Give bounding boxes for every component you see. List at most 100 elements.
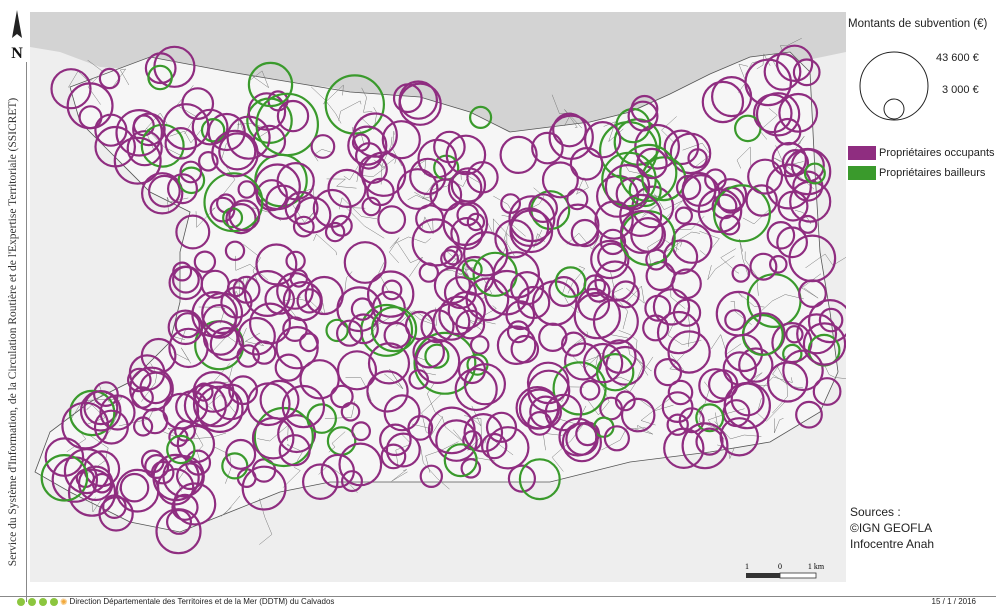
circle-occupants xyxy=(396,168,439,210)
circle-occupants xyxy=(171,265,200,294)
circle-occupants xyxy=(67,468,117,517)
circle-occupants xyxy=(380,443,407,470)
circle-occupants xyxy=(463,363,506,406)
circle-occupants xyxy=(531,131,564,165)
circle-occupants xyxy=(115,109,164,157)
commune-boundary xyxy=(562,278,579,314)
side-credit-text: Service du Système d'Information, de la … xyxy=(7,97,19,567)
commune-boundary xyxy=(467,417,482,451)
circle-occupants xyxy=(619,210,664,255)
circle-occupants xyxy=(299,332,319,353)
circle-occupants xyxy=(507,464,536,493)
circle-bailleurs xyxy=(619,143,678,202)
circle-occupants xyxy=(99,394,136,431)
circle-occupants xyxy=(599,228,627,256)
circle-occupants xyxy=(499,135,538,174)
circle-occupants xyxy=(672,298,702,327)
circle-bailleurs xyxy=(221,452,249,480)
circle-occupants xyxy=(506,320,530,344)
circle-occupants xyxy=(301,463,339,501)
circle-occupants xyxy=(592,298,639,345)
circle-occupants xyxy=(653,358,683,387)
circle-occupants xyxy=(179,160,203,184)
circle-occupants xyxy=(361,196,382,217)
circle-occupants xyxy=(687,148,708,169)
north-label: N xyxy=(11,45,23,62)
circle-occupants xyxy=(433,266,471,305)
scale-label-mid: 0 xyxy=(778,562,782,571)
circle-occupants xyxy=(132,416,154,437)
circle-occupants xyxy=(634,123,680,170)
circle-occupants xyxy=(299,359,340,400)
circle-occupants xyxy=(812,377,842,406)
circle-bailleurs xyxy=(306,403,337,434)
commune-boundary xyxy=(526,187,545,211)
circle-occupants xyxy=(656,310,701,355)
commune-boundary xyxy=(193,420,227,439)
commune-boundary xyxy=(394,236,431,244)
sun-logo-icon: ✺ xyxy=(60,597,68,607)
circle-occupants xyxy=(404,310,435,341)
circle-occupants xyxy=(749,252,778,281)
circle-bailleurs xyxy=(695,403,725,433)
circle-occupants xyxy=(456,203,480,227)
commune-boundary xyxy=(360,107,378,131)
circle-occupants xyxy=(681,422,729,470)
commune-boundary xyxy=(221,143,236,195)
circle-occupants xyxy=(255,243,298,286)
commune-boundary xyxy=(397,243,424,277)
map-canvas[interactable] xyxy=(30,12,853,582)
circle-occupants xyxy=(710,75,753,118)
commune-boundary xyxy=(641,203,659,218)
commune-boundary xyxy=(220,495,241,517)
commune-boundary xyxy=(601,427,646,451)
circle-occupants xyxy=(224,240,246,261)
circle-occupants xyxy=(594,200,634,240)
circle-occupants xyxy=(127,367,152,393)
commune-boundary xyxy=(173,347,192,364)
commune-boundary xyxy=(345,377,372,402)
circle-occupants xyxy=(167,309,204,346)
commune-boundary xyxy=(395,433,412,467)
circle-occupants xyxy=(481,432,508,460)
logo-dot-icon xyxy=(17,598,25,606)
commune-boundary xyxy=(259,498,273,545)
circle-occupants xyxy=(275,326,319,370)
commune-boundary xyxy=(475,305,497,325)
circle-occupants xyxy=(409,157,447,196)
circle-occupants xyxy=(167,173,199,205)
circle-occupants xyxy=(636,147,668,180)
commune-boundary xyxy=(384,368,404,389)
circle-occupants xyxy=(251,340,277,365)
circle-occupants xyxy=(438,295,478,336)
circle-occupants xyxy=(630,216,666,253)
circle-occupants xyxy=(225,438,257,470)
commune-boundary xyxy=(611,287,628,330)
commune-boundary xyxy=(409,159,427,175)
subsidy-circles xyxy=(40,44,853,555)
circle-occupants xyxy=(435,419,478,462)
legend-size-max-label: 43 600 € xyxy=(936,52,979,64)
commune-boundary xyxy=(388,237,400,264)
commune-boundary xyxy=(698,381,710,415)
circle-occupants xyxy=(662,239,699,275)
circle-occupants xyxy=(276,272,314,310)
circle-occupants xyxy=(379,423,412,457)
circle-occupants xyxy=(348,313,379,345)
circle-occupants xyxy=(265,184,301,220)
commune-boundary xyxy=(313,233,337,256)
circle-occupants xyxy=(584,120,622,159)
circle-occupants xyxy=(155,508,202,555)
circle-occupants xyxy=(91,472,113,494)
circle-occupants xyxy=(251,416,295,460)
commune-boundary xyxy=(761,294,804,311)
circle-bailleurs xyxy=(413,331,477,395)
circle-occupants xyxy=(768,255,788,274)
circle-occupants xyxy=(527,369,571,413)
circle-occupants xyxy=(276,99,310,133)
circle-occupants xyxy=(427,406,476,455)
commune-boundary xyxy=(484,216,510,237)
circle-occupants xyxy=(611,280,640,309)
circle-occupants xyxy=(798,214,818,234)
circle-occupants xyxy=(278,434,311,467)
